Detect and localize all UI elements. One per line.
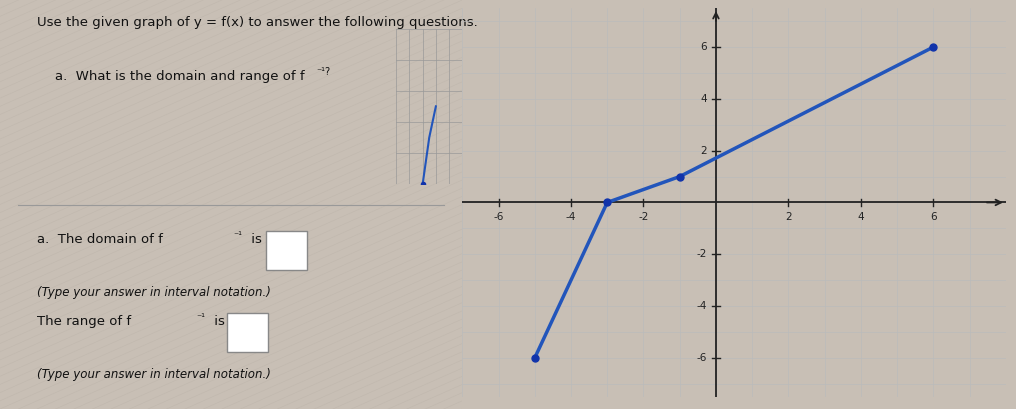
- Text: 2: 2: [700, 146, 707, 156]
- Text: a.  The domain of f: a. The domain of f: [37, 233, 163, 246]
- Text: ⁻¹: ⁻¹: [196, 313, 205, 323]
- Text: ⁻¹?: ⁻¹?: [317, 67, 331, 77]
- Text: -6: -6: [697, 353, 707, 363]
- Text: is: is: [247, 233, 262, 246]
- Text: ⁻¹: ⁻¹: [234, 231, 243, 241]
- Text: The range of f: The range of f: [37, 315, 131, 328]
- Text: 6: 6: [930, 211, 937, 222]
- Text: 4: 4: [700, 94, 707, 104]
- Text: -4: -4: [566, 211, 576, 222]
- Text: is: is: [210, 315, 226, 328]
- FancyBboxPatch shape: [227, 313, 268, 352]
- Text: -2: -2: [697, 249, 707, 259]
- Text: a.  What is the domain and range of f: a. What is the domain and range of f: [56, 70, 305, 83]
- Text: 2: 2: [785, 211, 791, 222]
- Text: 4: 4: [858, 211, 865, 222]
- Text: -2: -2: [638, 211, 648, 222]
- Text: -4: -4: [697, 301, 707, 311]
- Text: 6: 6: [700, 42, 707, 52]
- Text: -6: -6: [494, 211, 504, 222]
- Text: Use the given graph of y = f(x) to answer the following questions.: Use the given graph of y = f(x) to answe…: [37, 16, 478, 29]
- Text: (Type your answer in interval notation.): (Type your answer in interval notation.): [37, 286, 271, 299]
- Text: (Type your answer in interval notation.): (Type your answer in interval notation.): [37, 368, 271, 381]
- FancyBboxPatch shape: [266, 231, 308, 270]
